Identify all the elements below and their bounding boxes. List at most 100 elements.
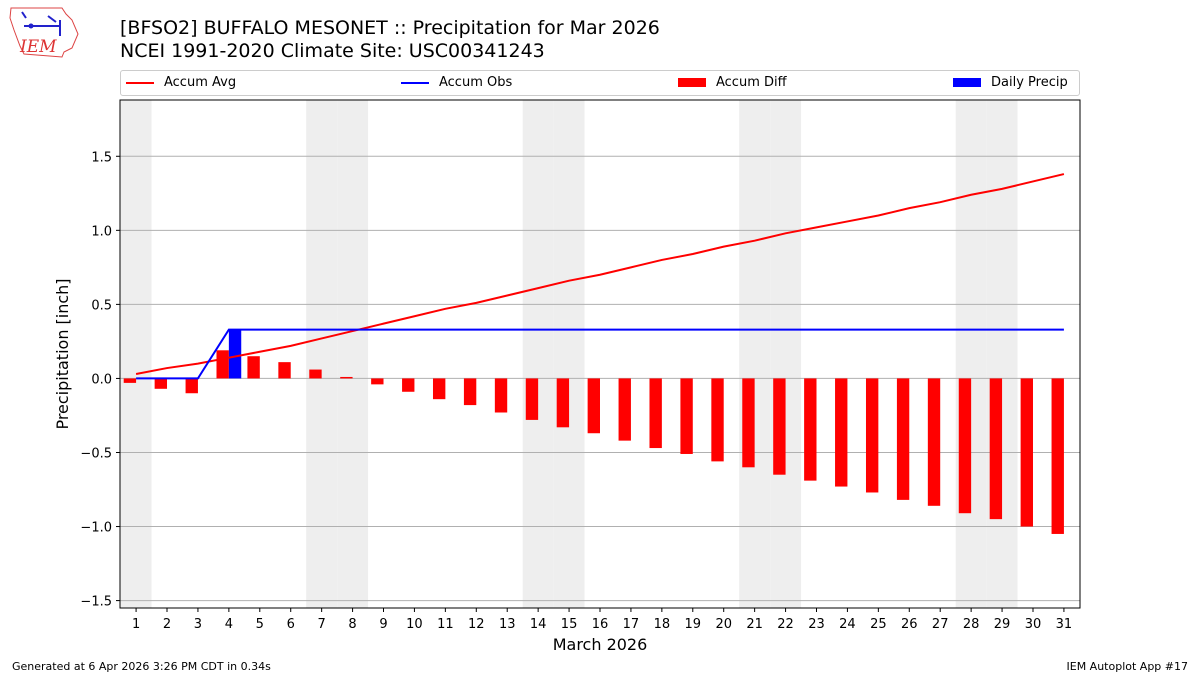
bar-accum-diff: [711, 378, 724, 462]
bar-accum-diff: [154, 378, 168, 389]
legend-swatch: [126, 81, 154, 84]
x-tick-label: 4: [225, 617, 233, 632]
legend-label: Accum Diff: [716, 75, 787, 90]
x-tick-label: 3: [194, 617, 202, 632]
weekend-band: [306, 100, 338, 608]
bar-accum-diff: [649, 378, 662, 449]
x-tick-label: 28: [963, 617, 980, 632]
bar-accum-diff: [587, 378, 600, 434]
x-tick-label: 7: [318, 617, 326, 632]
bar-accum-diff: [989, 378, 1003, 520]
line-accum-avg: [135, 173, 1065, 375]
bar-accum-diff: [525, 378, 539, 420]
x-tick-label: 11: [437, 617, 454, 632]
y-tick-label: −0.5: [80, 446, 112, 461]
x-tick-label: 27: [932, 617, 949, 632]
bar-accum-diff: [340, 376, 353, 379]
y-tick-label: −1.0: [80, 521, 112, 536]
legend-label: Daily Precip: [991, 75, 1068, 90]
x-tick-label: 15: [561, 617, 578, 632]
x-axis-label: March 2026: [553, 635, 648, 654]
bar-accum-diff: [742, 378, 755, 468]
weekend-band: [739, 100, 771, 608]
plot-frame: [119, 99, 1081, 609]
x-tick-label: 22: [777, 617, 794, 632]
x-tick-label: 10: [406, 617, 423, 632]
x-tick-label: 6: [287, 617, 295, 632]
x-tick-label: 21: [746, 617, 763, 632]
legend-item-accum-obs: Accum Obs: [401, 75, 512, 90]
weekend-band: [337, 100, 369, 608]
x-tick-label: 19: [685, 617, 702, 632]
bar-accum-diff: [432, 378, 446, 400]
x-tick-label: 14: [530, 617, 547, 632]
bar-accum-diff: [1051, 378, 1064, 534]
legend-swatch: [678, 78, 706, 87]
footer-app: IEM Autoplot App #17: [1066, 660, 1189, 673]
bar-accum-diff: [494, 378, 508, 413]
bar-accum-diff: [278, 362, 291, 379]
bar-accum-diff: [402, 378, 415, 392]
legend-item-daily-precip: Daily Precip: [953, 75, 1068, 90]
legend-swatch: [401, 81, 429, 84]
y-axis-label: Precipitation [inch]: [53, 278, 72, 429]
bar-accum-diff: [835, 378, 848, 487]
weekend-band: [522, 100, 554, 608]
x-tick-label: 25: [870, 617, 887, 632]
bar-accum-diff: [309, 369, 322, 379]
weekend-band: [770, 100, 802, 608]
iem-logo: IEM: [9, 7, 79, 58]
weekend-band: [986, 100, 1018, 608]
x-tick-label: 18: [654, 617, 671, 632]
bar-accum-diff: [1020, 378, 1033, 527]
y-tick-label: −1.5: [80, 595, 112, 610]
x-tick-label: 24: [839, 617, 856, 632]
footer-generated: Generated at 6 Apr 2026 3:26 PM CDT in 0…: [12, 660, 271, 673]
x-tick-label: 23: [808, 617, 825, 632]
y-tick-label: 1.0: [91, 224, 112, 239]
legend-swatch: [953, 78, 981, 87]
bar-accum-diff: [185, 378, 198, 394]
bar-accum-diff: [123, 378, 137, 383]
bar-accum-diff: [865, 378, 879, 493]
x-tick-label: 13: [499, 617, 516, 632]
weekend-band: [553, 100, 585, 608]
svg-text:IEM: IEM: [19, 37, 57, 57]
x-tick-label: 17: [623, 617, 640, 632]
x-tick-label: 1: [132, 617, 140, 632]
bar-accum-diff: [927, 378, 941, 506]
x-tick-label: 9: [379, 617, 387, 632]
bar-accum-diff: [680, 378, 693, 454]
legend-item-accum-diff: Accum Diff: [678, 75, 787, 90]
x-tick-label: 30: [1025, 617, 1042, 632]
line-accum-obs: [136, 328, 1064, 380]
bar-accum-diff: [247, 356, 260, 379]
bar-accum-diff: [216, 350, 229, 379]
chart-title: [BFSO2] BUFFALO MESONET :: Precipitation…: [120, 17, 660, 39]
x-tick-label: 31: [1056, 617, 1073, 632]
chart-legend: Accum Avg Accum Obs Accum Diff Daily Pre…: [120, 70, 1080, 96]
x-tick-label: 8: [348, 617, 356, 632]
x-tick-label: 12: [468, 617, 485, 632]
chart-subtitle: NCEI 1991-2020 Climate Site: USC00341243: [120, 40, 545, 62]
legend-item-accum-avg: Accum Avg: [126, 75, 236, 90]
x-tick-label: 20: [715, 617, 732, 632]
bar-daily-precip: [228, 329, 242, 379]
weekend-band: [955, 100, 987, 608]
y-tick-label: 0.0: [91, 372, 112, 387]
bar-accum-diff: [463, 378, 477, 406]
x-tick-label: 5: [256, 617, 264, 632]
bar-accum-diff: [804, 378, 817, 481]
weekend-band: [120, 100, 152, 608]
bar-accum-diff: [618, 378, 631, 441]
bar-accum-diff: [556, 378, 570, 428]
x-tick-label: 2: [163, 617, 171, 632]
x-tick-label: 16: [592, 617, 609, 632]
x-tick-label: 29: [994, 617, 1011, 632]
x-tick-label: 26: [901, 617, 918, 632]
legend-label: Accum Obs: [439, 75, 513, 90]
legend-label: Accum Avg: [164, 75, 237, 90]
y-tick-label: 0.5: [91, 298, 112, 313]
bar-accum-diff: [773, 378, 786, 475]
